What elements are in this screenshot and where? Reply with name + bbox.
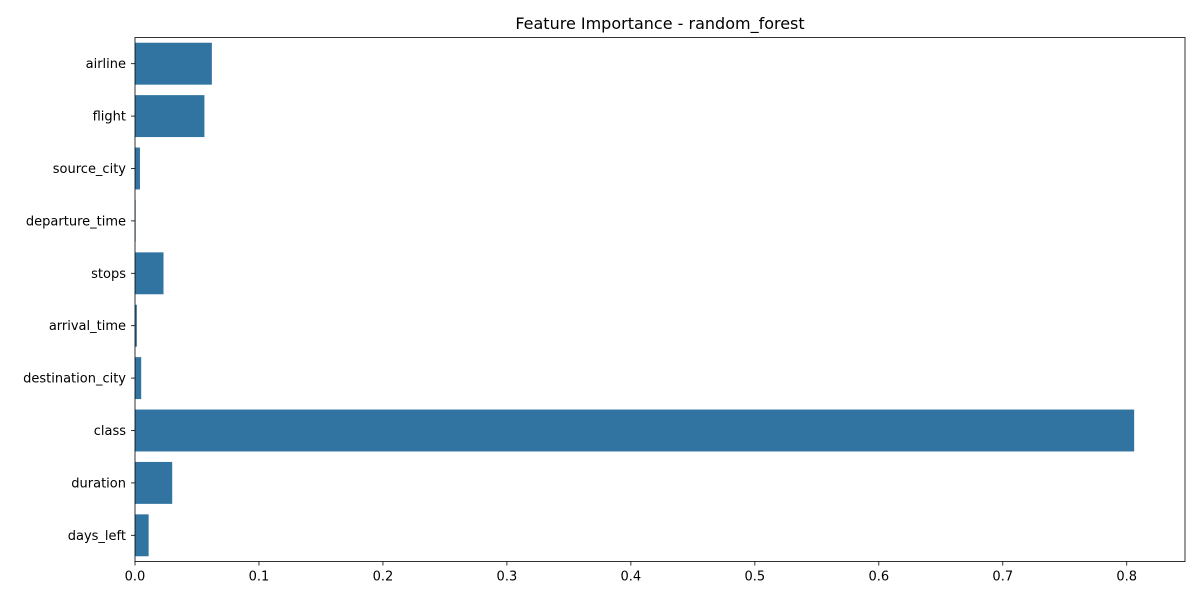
y-tick-label: airline	[86, 57, 126, 72]
x-tick-label: 0.3	[497, 570, 518, 585]
y-tick-label: arrival_time	[49, 319, 126, 334]
y-tick-label: days_left	[68, 529, 126, 544]
bar-stops	[135, 252, 164, 295]
bar-class	[135, 409, 1135, 452]
x-tick-label: 0.1	[249, 570, 270, 585]
x-tick-label: 0.2	[373, 570, 394, 585]
bar-days-left	[135, 514, 149, 557]
bar-destination-city	[135, 357, 142, 400]
x-tick-label: 0.7	[992, 570, 1013, 585]
x-tick-label: 0.5	[744, 570, 765, 585]
y-tick-label: departure_time	[26, 214, 126, 229]
bar-source-city	[135, 147, 140, 190]
y-tick-label: flight	[93, 110, 126, 125]
bar-flight	[135, 95, 205, 138]
plot-frame	[134, 37, 1186, 562]
x-tick-label: 0.8	[1116, 570, 1137, 585]
x-tick-label: 0.6	[868, 570, 889, 585]
bar-airline	[135, 42, 212, 85]
bar-arrival-time	[135, 304, 137, 347]
y-tick-label: source_city	[53, 162, 127, 177]
x-axis: 0.0 0.1 0.2 0.3 0.4 0.5 0.6 0.7 0.8	[125, 561, 1137, 585]
y-tick-label: duration	[71, 476, 126, 491]
x-tick-label: 0.4	[621, 570, 642, 585]
y-tick-label: stops	[91, 267, 126, 282]
x-tick-label: 0.0	[125, 570, 146, 585]
y-axis: airline flight source_city departure_timest…	[23, 57, 135, 544]
y-tick-label: destination_city	[23, 372, 126, 387]
y-tick-label: class	[94, 424, 126, 439]
chart-title: Feature Importance - random_forest	[515, 14, 804, 34]
bars-group	[135, 42, 1135, 557]
bar-duration	[135, 461, 173, 504]
